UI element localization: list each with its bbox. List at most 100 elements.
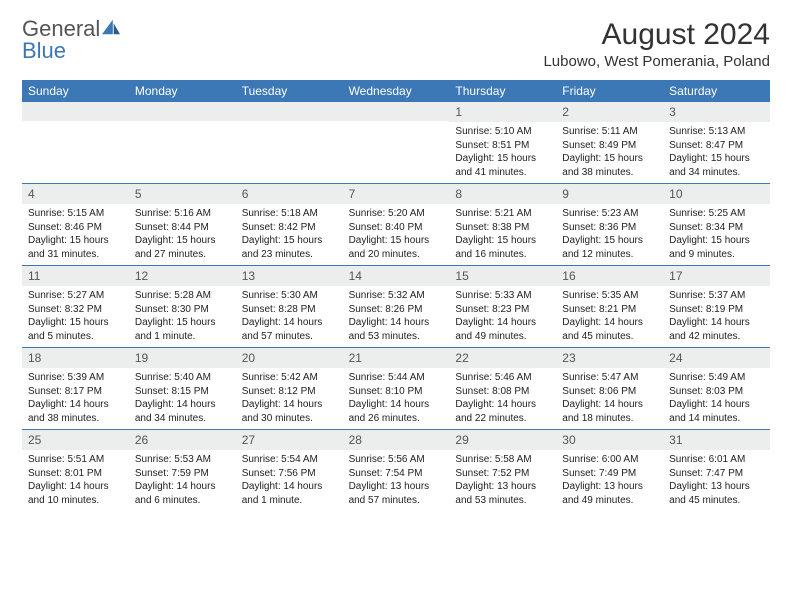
sunrise-text: Sunrise: 5:23 AM xyxy=(562,207,657,221)
daylight-text: Daylight: 15 hours and 5 minutes. xyxy=(28,316,123,343)
week-row: 25Sunrise: 5:51 AMSunset: 8:01 PMDayligh… xyxy=(22,429,770,511)
sunset-text: Sunset: 8:38 PM xyxy=(455,221,550,235)
day-number: 5 xyxy=(129,184,236,204)
day-details: Sunrise: 5:30 AMSunset: 8:28 PMDaylight:… xyxy=(236,286,343,347)
day-number: 1 xyxy=(449,102,556,122)
day-cell: 26Sunrise: 5:53 AMSunset: 7:59 PMDayligh… xyxy=(129,430,236,511)
sunset-text: Sunset: 7:52 PM xyxy=(455,467,550,481)
day-number: 12 xyxy=(129,266,236,286)
day-cell xyxy=(343,102,450,183)
day-details: Sunrise: 5:13 AMSunset: 8:47 PMDaylight:… xyxy=(663,122,770,183)
weekday-tuesday: Tuesday xyxy=(236,80,343,102)
weekday-saturday: Saturday xyxy=(663,80,770,102)
daylight-text: Daylight: 14 hours and 30 minutes. xyxy=(242,398,337,425)
sunset-text: Sunset: 8:32 PM xyxy=(28,303,123,317)
daylight-text: Daylight: 15 hours and 31 minutes. xyxy=(28,234,123,261)
sunrise-text: Sunrise: 5:44 AM xyxy=(349,371,444,385)
sunset-text: Sunset: 8:15 PM xyxy=(135,385,230,399)
day-number: 11 xyxy=(22,266,129,286)
calendar-grid: SundayMondayTuesdayWednesdayThursdayFrid… xyxy=(22,80,770,511)
day-details: Sunrise: 5:21 AMSunset: 8:38 PMDaylight:… xyxy=(449,204,556,265)
sunrise-text: Sunrise: 5:21 AM xyxy=(455,207,550,221)
day-number: 24 xyxy=(663,348,770,368)
day-details: Sunrise: 5:35 AMSunset: 8:21 PMDaylight:… xyxy=(556,286,663,347)
sunset-text: Sunset: 8:10 PM xyxy=(349,385,444,399)
day-cell: 11Sunrise: 5:27 AMSunset: 8:32 PMDayligh… xyxy=(22,266,129,347)
day-details: Sunrise: 5:42 AMSunset: 8:12 PMDaylight:… xyxy=(236,368,343,429)
sunset-text: Sunset: 7:54 PM xyxy=(349,467,444,481)
sunrise-text: Sunrise: 5:11 AM xyxy=(562,125,657,139)
daylight-text: Daylight: 15 hours and 12 minutes. xyxy=(562,234,657,261)
sunset-text: Sunset: 8:47 PM xyxy=(669,139,764,153)
daylight-text: Daylight: 15 hours and 9 minutes. xyxy=(669,234,764,261)
sunset-text: Sunset: 8:34 PM xyxy=(669,221,764,235)
day-number: 2 xyxy=(556,102,663,122)
daylight-text: Daylight: 14 hours and 42 minutes. xyxy=(669,316,764,343)
brand-part2: Blue xyxy=(22,38,66,63)
daylight-text: Daylight: 14 hours and 18 minutes. xyxy=(562,398,657,425)
day-details: Sunrise: 5:37 AMSunset: 8:19 PMDaylight:… xyxy=(663,286,770,347)
sunrise-text: Sunrise: 5:58 AM xyxy=(455,453,550,467)
day-details: Sunrise: 5:11 AMSunset: 8:49 PMDaylight:… xyxy=(556,122,663,183)
day-cell: 2Sunrise: 5:11 AMSunset: 8:49 PMDaylight… xyxy=(556,102,663,183)
sunset-text: Sunset: 8:01 PM xyxy=(28,467,123,481)
daylight-text: Daylight: 15 hours and 20 minutes. xyxy=(349,234,444,261)
sail-icon xyxy=(100,18,122,36)
week-row: 1Sunrise: 5:10 AMSunset: 8:51 PMDaylight… xyxy=(22,102,770,183)
day-number: 30 xyxy=(556,430,663,450)
day-number xyxy=(22,102,129,121)
sunset-text: Sunset: 8:06 PM xyxy=(562,385,657,399)
day-details: Sunrise: 5:46 AMSunset: 8:08 PMDaylight:… xyxy=(449,368,556,429)
day-details: Sunrise: 5:56 AMSunset: 7:54 PMDaylight:… xyxy=(343,450,450,511)
day-number: 29 xyxy=(449,430,556,450)
day-number: 4 xyxy=(22,184,129,204)
sunset-text: Sunset: 8:49 PM xyxy=(562,139,657,153)
sunset-text: Sunset: 7:56 PM xyxy=(242,467,337,481)
sunrise-text: Sunrise: 5:51 AM xyxy=(28,453,123,467)
day-details: Sunrise: 5:44 AMSunset: 8:10 PMDaylight:… xyxy=(343,368,450,429)
day-cell: 17Sunrise: 5:37 AMSunset: 8:19 PMDayligh… xyxy=(663,266,770,347)
day-details: Sunrise: 5:16 AMSunset: 8:44 PMDaylight:… xyxy=(129,204,236,265)
sunset-text: Sunset: 7:47 PM xyxy=(669,467,764,481)
daylight-text: Daylight: 14 hours and 57 minutes. xyxy=(242,316,337,343)
day-cell xyxy=(129,102,236,183)
day-details: Sunrise: 6:01 AMSunset: 7:47 PMDaylight:… xyxy=(663,450,770,511)
day-cell: 21Sunrise: 5:44 AMSunset: 8:10 PMDayligh… xyxy=(343,348,450,429)
sunset-text: Sunset: 8:12 PM xyxy=(242,385,337,399)
daylight-text: Daylight: 15 hours and 1 minute. xyxy=(135,316,230,343)
day-cell: 27Sunrise: 5:54 AMSunset: 7:56 PMDayligh… xyxy=(236,430,343,511)
day-details: Sunrise: 5:28 AMSunset: 8:30 PMDaylight:… xyxy=(129,286,236,347)
daylight-text: Daylight: 14 hours and 45 minutes. xyxy=(562,316,657,343)
day-cell xyxy=(22,102,129,183)
sunrise-text: Sunrise: 5:46 AM xyxy=(455,371,550,385)
sunset-text: Sunset: 8:23 PM xyxy=(455,303,550,317)
day-details: Sunrise: 5:51 AMSunset: 8:01 PMDaylight:… xyxy=(22,450,129,511)
sunset-text: Sunset: 8:30 PM xyxy=(135,303,230,317)
daylight-text: Daylight: 14 hours and 49 minutes. xyxy=(455,316,550,343)
day-cell: 12Sunrise: 5:28 AMSunset: 8:30 PMDayligh… xyxy=(129,266,236,347)
sunrise-text: Sunrise: 5:47 AM xyxy=(562,371,657,385)
weekday-monday: Monday xyxy=(129,80,236,102)
day-cell: 6Sunrise: 5:18 AMSunset: 8:42 PMDaylight… xyxy=(236,184,343,265)
day-number: 6 xyxy=(236,184,343,204)
sunset-text: Sunset: 8:44 PM xyxy=(135,221,230,235)
day-cell: 31Sunrise: 6:01 AMSunset: 7:47 PMDayligh… xyxy=(663,430,770,511)
daylight-text: Daylight: 13 hours and 49 minutes. xyxy=(562,480,657,507)
day-cell: 28Sunrise: 5:56 AMSunset: 7:54 PMDayligh… xyxy=(343,430,450,511)
daylight-text: Daylight: 14 hours and 22 minutes. xyxy=(455,398,550,425)
day-details: Sunrise: 5:54 AMSunset: 7:56 PMDaylight:… xyxy=(236,450,343,511)
day-details: Sunrise: 5:49 AMSunset: 8:03 PMDaylight:… xyxy=(663,368,770,429)
day-number: 16 xyxy=(556,266,663,286)
sunrise-text: Sunrise: 5:53 AM xyxy=(135,453,230,467)
day-number: 13 xyxy=(236,266,343,286)
day-number: 28 xyxy=(343,430,450,450)
sunset-text: Sunset: 7:49 PM xyxy=(562,467,657,481)
day-number xyxy=(343,102,450,121)
day-details: Sunrise: 5:15 AMSunset: 8:46 PMDaylight:… xyxy=(22,204,129,265)
day-number: 20 xyxy=(236,348,343,368)
daylight-text: Daylight: 14 hours and 53 minutes. xyxy=(349,316,444,343)
location: Lubowo, West Pomerania, Poland xyxy=(543,53,770,70)
sunset-text: Sunset: 8:21 PM xyxy=(562,303,657,317)
sunrise-text: Sunrise: 5:28 AM xyxy=(135,289,230,303)
day-cell: 7Sunrise: 5:20 AMSunset: 8:40 PMDaylight… xyxy=(343,184,450,265)
